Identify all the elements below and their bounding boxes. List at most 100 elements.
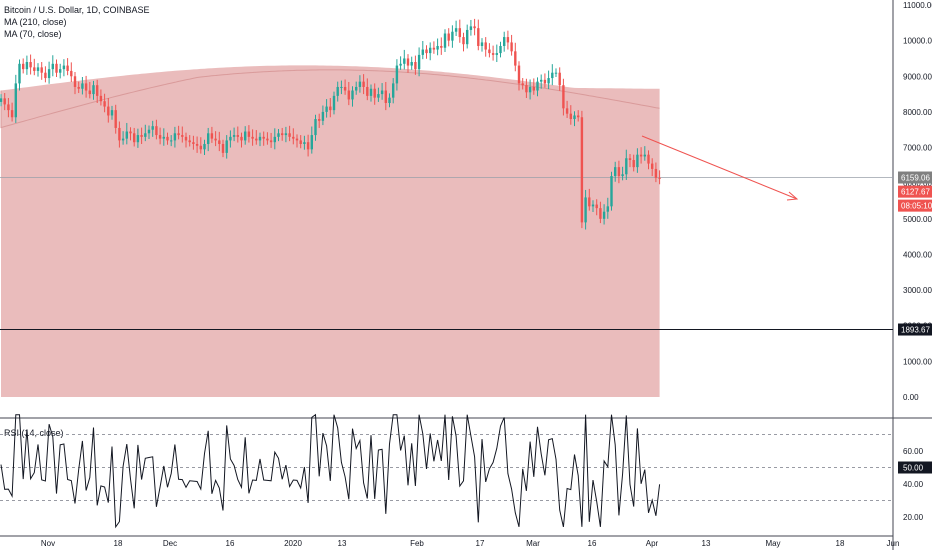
time-tick-label: 18 <box>836 539 845 548</box>
candle-body <box>436 45 439 50</box>
symbol-title: Bitcoin / U.S. Dollar, 1D, COINBASE <box>4 5 150 15</box>
candle-body <box>10 110 14 118</box>
candle-body <box>573 115 576 120</box>
candle-body <box>262 136 265 139</box>
candle-body <box>232 135 236 137</box>
candle-body <box>147 129 151 134</box>
candle-body <box>417 54 421 70</box>
candle-body <box>218 140 221 144</box>
candle-body <box>373 88 376 98</box>
candle-body <box>369 88 373 96</box>
candle-body <box>14 83 17 118</box>
candle-body <box>399 63 402 66</box>
candle-body <box>499 45 502 54</box>
candle-body <box>177 133 180 136</box>
candle-body <box>355 86 358 91</box>
candle-body <box>384 90 387 103</box>
candle-body <box>195 143 199 146</box>
candle-body <box>251 136 254 139</box>
rsi-legend[interactable]: RSI (14, close) <box>4 428 64 438</box>
countdown-tag-bg <box>898 199 932 212</box>
time-tick-label: Mar <box>526 539 540 548</box>
candle-body <box>44 72 47 79</box>
candle-body <box>247 131 251 137</box>
ma70-line <box>0 69 660 129</box>
candle-body <box>329 106 332 111</box>
candle-body <box>654 168 658 178</box>
candle-body <box>325 106 328 112</box>
price-tick-label: 1000.00 <box>903 357 932 366</box>
candle-body <box>488 49 491 54</box>
time-tick-label: Feb <box>410 539 424 548</box>
candle-body <box>18 63 21 84</box>
candle-body <box>303 142 306 144</box>
candle-body <box>170 140 173 142</box>
candle-body <box>632 160 635 168</box>
candle-body <box>114 110 117 128</box>
candle-body <box>517 65 521 84</box>
time-tick-label: 2020 <box>284 539 302 548</box>
candle-body <box>562 85 565 109</box>
candle-body <box>155 126 158 136</box>
candle-body <box>606 206 609 212</box>
candle-body <box>22 63 25 70</box>
candle-body <box>551 72 554 79</box>
candle-body <box>536 81 539 91</box>
price-tick-label: 11000.00 <box>903 1 932 10</box>
ma70-legend[interactable]: MA (70, close) <box>4 29 62 39</box>
candle-body <box>584 197 587 223</box>
price-tick-label: 8000.00 <box>903 108 932 117</box>
candle-body <box>181 135 184 137</box>
candle-body <box>614 167 617 177</box>
time-tick-label: Jun <box>887 539 900 548</box>
candle-body <box>51 63 54 70</box>
price-tick-label: 4000.00 <box>903 250 932 259</box>
candle-body <box>506 37 510 43</box>
candle-body <box>469 26 473 30</box>
candle-body <box>3 98 6 105</box>
rsi-tag-bg <box>898 461 932 474</box>
candle-body <box>92 85 95 95</box>
candle-body <box>255 138 258 141</box>
candle-body <box>288 133 291 137</box>
candle-body <box>210 133 214 139</box>
rsi-tick-label: 40.00 <box>903 480 924 489</box>
candle-body <box>70 70 73 77</box>
candle-body <box>588 197 591 207</box>
candle-body <box>25 62 29 70</box>
candle-body <box>221 143 225 153</box>
candle-body <box>88 90 91 95</box>
candle-body <box>621 174 624 177</box>
candle-body <box>406 58 410 66</box>
candle-body <box>33 67 36 71</box>
candle-body <box>84 83 88 91</box>
candle-body <box>565 108 569 114</box>
countdown-tag: 08:05:10 <box>901 202 932 211</box>
candle-body <box>532 86 535 91</box>
candle-body <box>229 136 232 141</box>
candle-body <box>414 62 417 70</box>
price-tick-label: 9000.00 <box>903 72 932 81</box>
candle-body <box>558 72 561 86</box>
candle-body <box>310 135 313 150</box>
candle-body <box>403 58 406 64</box>
support-price-tag: 1893.67 <box>901 326 930 335</box>
candle-body <box>591 204 595 207</box>
candle-body <box>314 119 317 136</box>
candle-body <box>0 98 3 102</box>
candle-body <box>99 95 103 102</box>
candle-body <box>77 86 80 89</box>
candle-body <box>514 51 517 66</box>
ma210-legend[interactable]: MA (210, close) <box>4 17 67 27</box>
candle-body <box>121 138 125 141</box>
candle-body <box>36 67 40 71</box>
candle-body <box>47 69 51 79</box>
candle-body <box>236 135 239 137</box>
candle-body <box>599 208 602 219</box>
candle-body <box>59 69 62 73</box>
candle-body <box>362 81 365 87</box>
candle-body <box>140 135 143 137</box>
candle-body <box>199 145 202 150</box>
candle-body <box>118 127 121 141</box>
